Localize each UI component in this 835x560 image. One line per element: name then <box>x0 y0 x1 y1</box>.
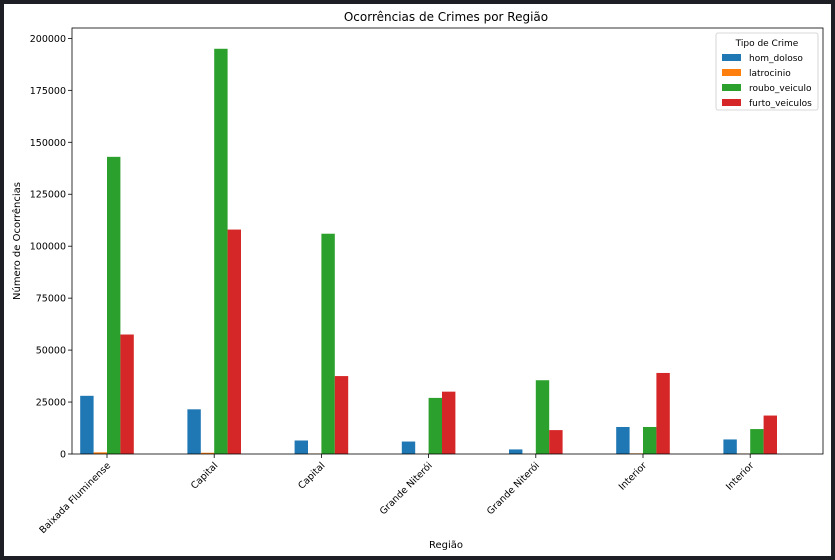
bar-hom_doloso <box>509 449 522 454</box>
x-axis-label: Região <box>429 540 463 551</box>
bar-furto_veiculos <box>764 416 777 454</box>
y-tick-label: 175000 <box>30 86 66 97</box>
bar-hom_doloso <box>80 396 93 454</box>
chart-title: Ocorrências de Crimes por Região <box>344 10 548 24</box>
bar-furto_veiculos <box>549 430 562 454</box>
y-tick-label: 200000 <box>30 34 66 45</box>
y-tick-label: 75000 <box>36 294 66 305</box>
y-tick-label: 0 <box>60 450 66 461</box>
legend-label: roubo_veiculo <box>749 84 812 94</box>
bar-chart: Ocorrências de Crimes por Região 0 25000 5… <box>4 4 831 556</box>
bars <box>80 49 777 454</box>
bar-furto_veiculos <box>656 373 669 454</box>
y-axis-label: Número de Ocorrências <box>11 182 23 300</box>
legend-label: furto_veiculos <box>749 99 812 109</box>
x-tick-label: Interior <box>724 460 756 492</box>
legend-swatch-latrocinio <box>722 69 741 76</box>
x-tick-label: Grande Niterói <box>378 460 435 517</box>
bar-roubo_veiculo <box>750 429 763 454</box>
legend-label: latrocinio <box>749 69 791 79</box>
bar-roubo_veiculo <box>429 398 442 454</box>
bar-hom_doloso <box>187 409 200 454</box>
bar-furto_veiculos <box>335 376 348 454</box>
y-tick-label: 25000 <box>36 398 66 409</box>
chart-figure: Ocorrências de Crimes por Região 0 25000 5… <box>4 4 831 556</box>
bar-roubo_veiculo <box>214 49 227 454</box>
bar-hom_doloso <box>402 442 415 454</box>
bar-furto_veiculos <box>120 335 133 454</box>
bar-furto_veiculos <box>228 230 241 454</box>
x-tick-label: Capital <box>296 460 327 491</box>
x-tick-label: Baixada Fluminense <box>37 460 113 536</box>
bar-roubo_veiculo <box>536 380 549 454</box>
legend: Tipo de Crime hom_doloso latrocinio roubo_… <box>716 33 818 110</box>
bar-roubo_veiculo <box>643 427 656 454</box>
bar-roubo_veiculo <box>321 234 334 454</box>
y-tick-label: 125000 <box>30 190 66 201</box>
x-axis-ticks: Baixada Fluminense Capital Capital Grande N… <box>37 454 756 536</box>
legend-swatch-furto_veiculos <box>722 99 741 106</box>
bar-roubo_veiculo <box>107 157 120 454</box>
bar-furto_veiculos <box>442 392 455 454</box>
bar-hom_doloso <box>723 439 736 454</box>
bar-hom_doloso <box>295 440 308 454</box>
legend-label: hom_doloso <box>749 54 803 64</box>
plot-frame <box>72 28 823 454</box>
legend-swatch-hom_doloso <box>722 54 741 61</box>
bar-hom_doloso <box>616 427 629 454</box>
x-tick-label: Interior <box>617 460 649 492</box>
y-tick-label: 150000 <box>30 138 66 149</box>
y-tick-label: 100000 <box>30 242 66 253</box>
y-axis-ticks: 0 25000 50000 75000 100000 125000 150000 175000… <box>30 34 72 461</box>
x-tick-label: Grande Niterói <box>485 460 542 517</box>
y-tick-label: 50000 <box>36 346 66 357</box>
legend-swatch-roubo_veiculo <box>722 84 741 91</box>
legend-title: Tipo de Crime <box>735 39 799 49</box>
x-tick-label: Capital <box>189 460 220 491</box>
